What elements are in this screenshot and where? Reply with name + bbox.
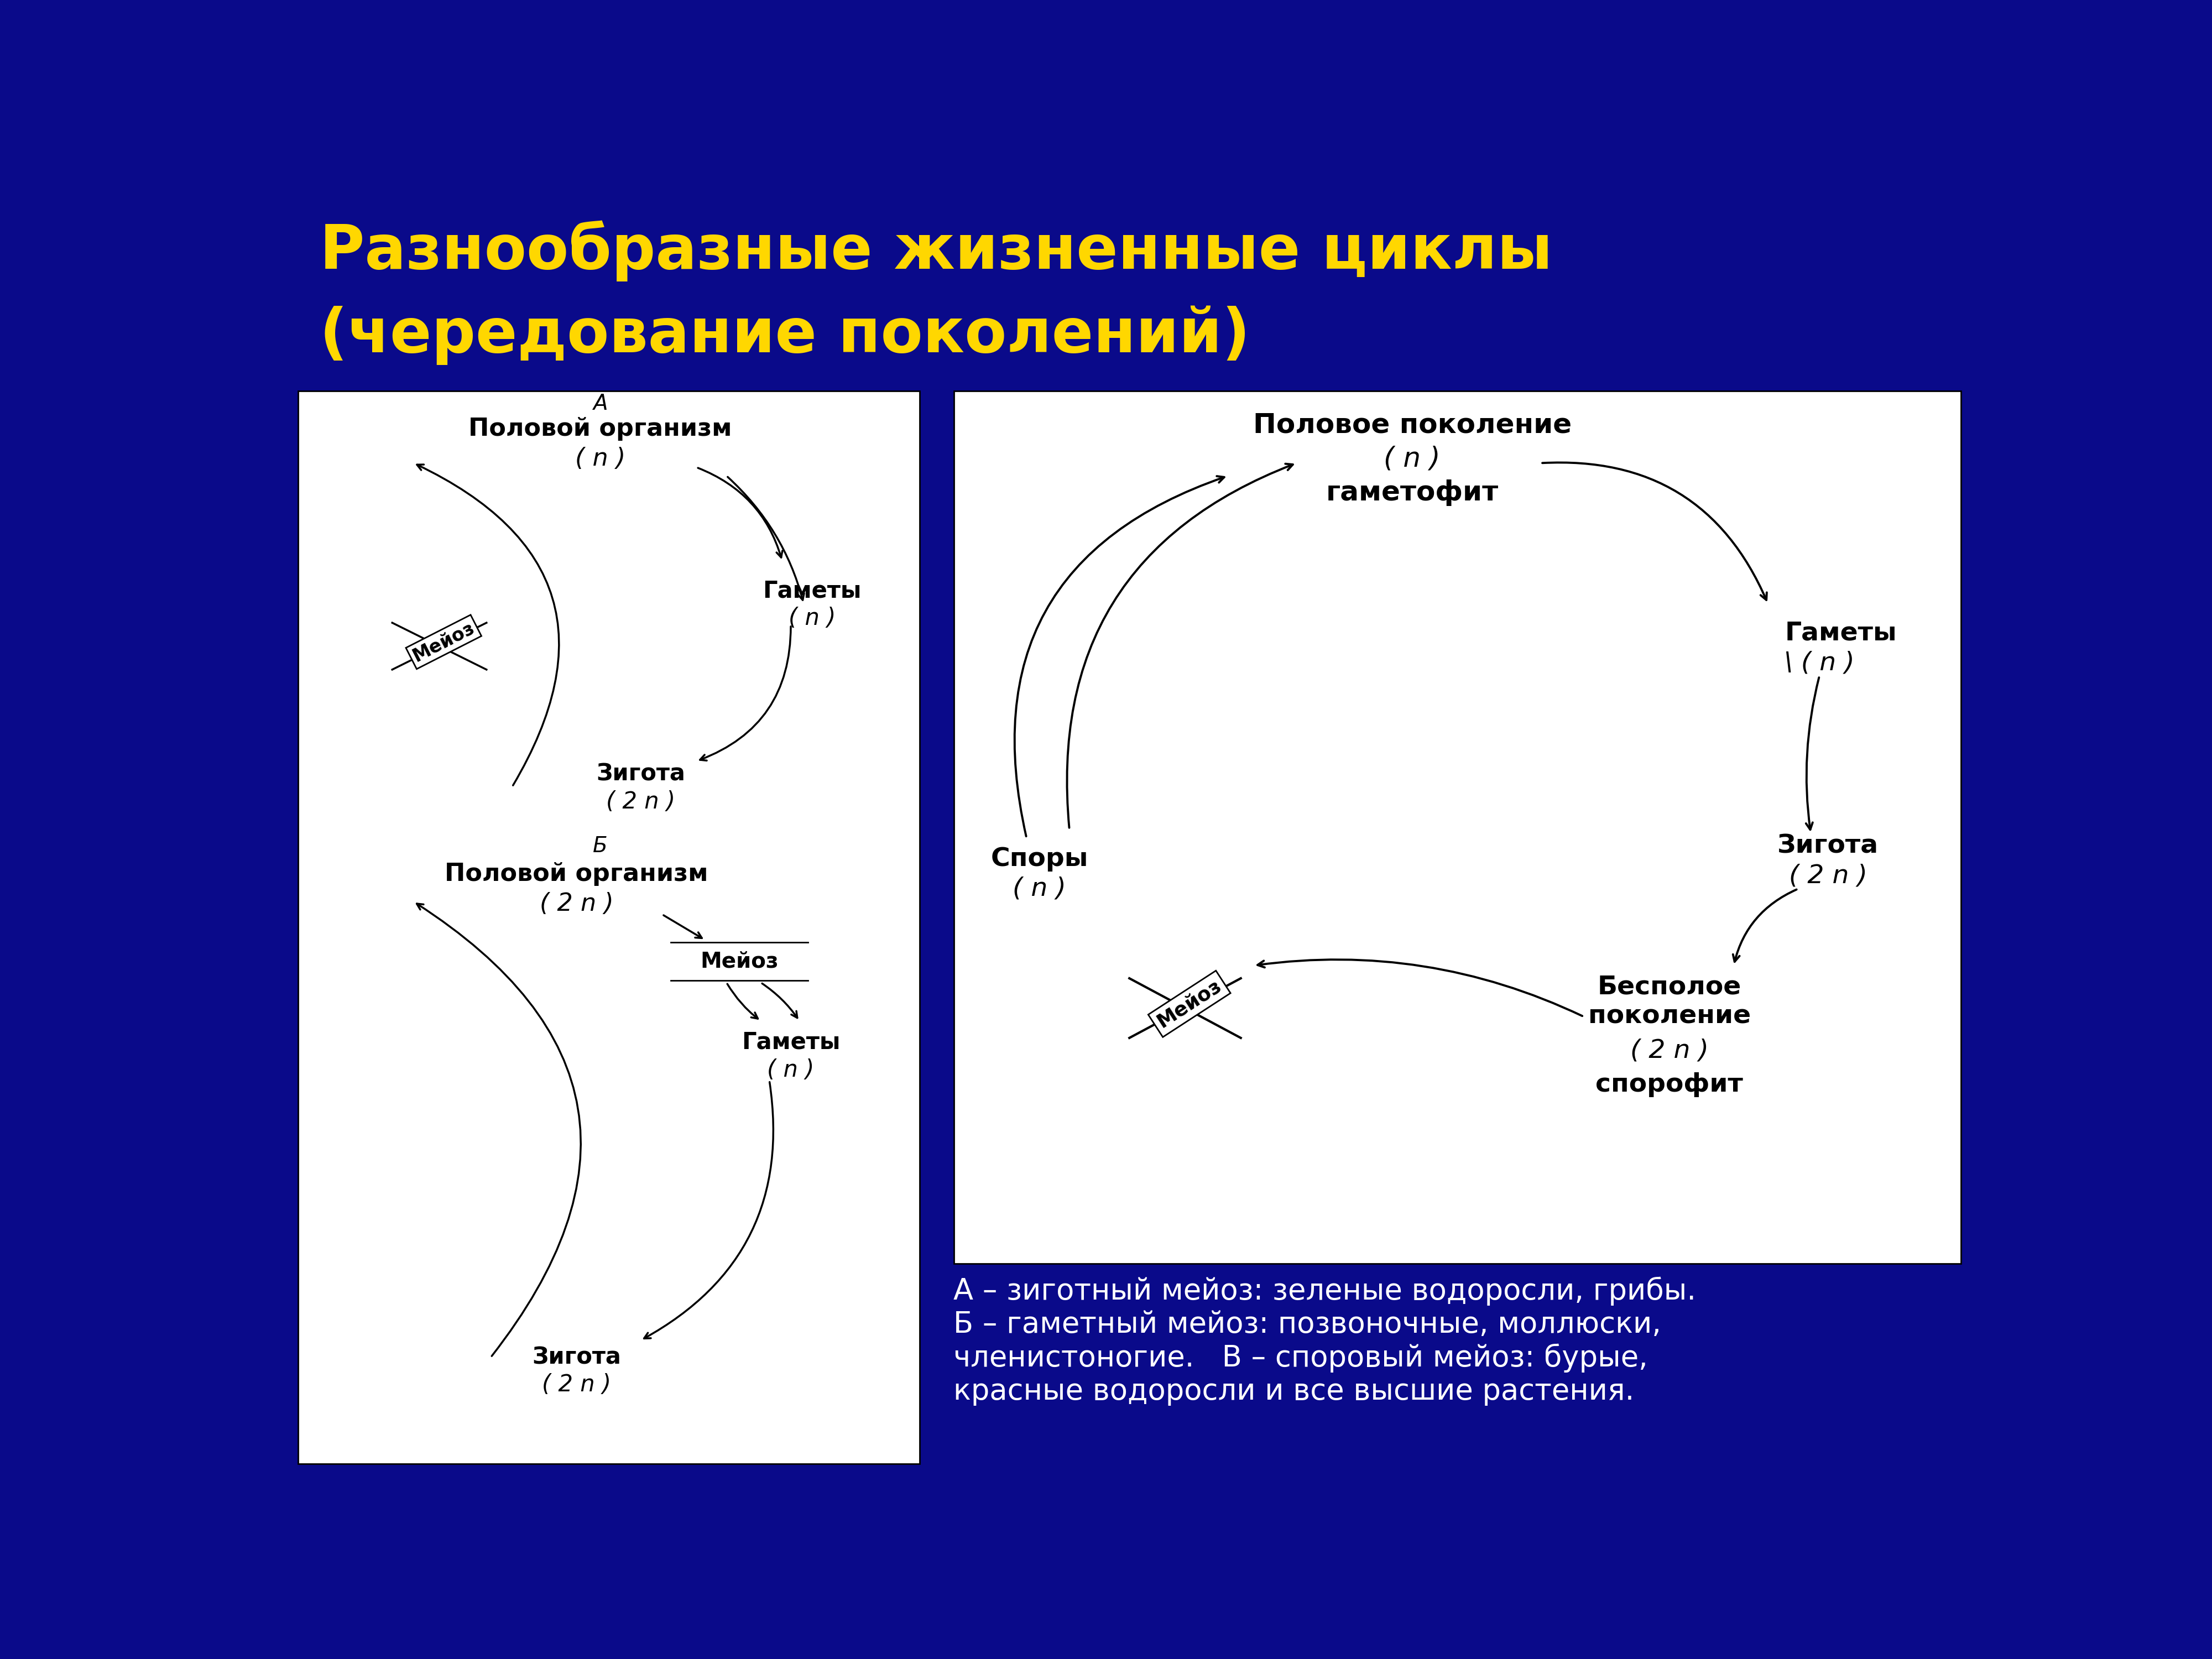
- Text: Мейоз: Мейоз: [409, 619, 478, 665]
- FancyBboxPatch shape: [953, 392, 1960, 1264]
- Text: Бесполое: Бесполое: [1597, 974, 1741, 999]
- Text: Гаметы: Гаметы: [763, 579, 863, 602]
- Text: ( 2 n ): ( 2 n ): [540, 893, 613, 916]
- Text: ( n ): ( n ): [1013, 876, 1066, 901]
- Text: ( n ): ( n ): [768, 1058, 814, 1082]
- Text: спорофит: спорофит: [1595, 1072, 1743, 1097]
- Text: Гаметы: Гаметы: [741, 1030, 841, 1053]
- Text: Зигота: Зигота: [533, 1345, 622, 1369]
- Text: Гаметы: Гаметы: [1785, 620, 1898, 645]
- Text: А – зиготный мейоз: зеленые водоросли, грибы.
Б – гаметный мейоз: позвоночные, м: А – зиготный мейоз: зеленые водоросли, г…: [953, 1276, 1697, 1405]
- Text: гаметофит: гаметофит: [1325, 479, 1498, 506]
- Text: \ ( n ): \ ( n ): [1785, 650, 1854, 675]
- Text: А: А: [593, 393, 608, 415]
- Text: Мейоз: Мейоз: [1155, 975, 1225, 1032]
- Text: Б: Б: [593, 836, 608, 856]
- Text: ( 2 n ): ( 2 n ): [542, 1374, 611, 1397]
- FancyBboxPatch shape: [299, 392, 920, 1463]
- Text: Мейоз: Мейоз: [701, 951, 779, 972]
- Text: (чередование поколений): (чередование поколений): [319, 305, 1250, 365]
- Text: ( 2 n ): ( 2 n ): [606, 790, 675, 813]
- Text: ( n ): ( n ): [1385, 446, 1440, 473]
- Text: ( 2 n ): ( 2 n ): [1790, 864, 1867, 889]
- Text: Зигота: Зигота: [1776, 834, 1878, 859]
- Text: Зигота: Зигота: [597, 763, 686, 786]
- Text: ( 2 n ): ( 2 n ): [1630, 1039, 1708, 1063]
- Text: поколение: поколение: [1588, 1004, 1750, 1029]
- Text: Споры: Споры: [991, 846, 1088, 871]
- Text: Половой организм: Половой организм: [445, 863, 708, 886]
- Text: Разнообразные жизненные циклы: Разнообразные жизненные циклы: [319, 221, 1553, 282]
- Text: Половой организм: Половой организм: [469, 416, 732, 441]
- Text: Половое поколение: Половое поколение: [1252, 411, 1571, 438]
- Text: ( n ): ( n ): [575, 446, 626, 471]
- Text: ( n ): ( n ): [790, 607, 836, 630]
